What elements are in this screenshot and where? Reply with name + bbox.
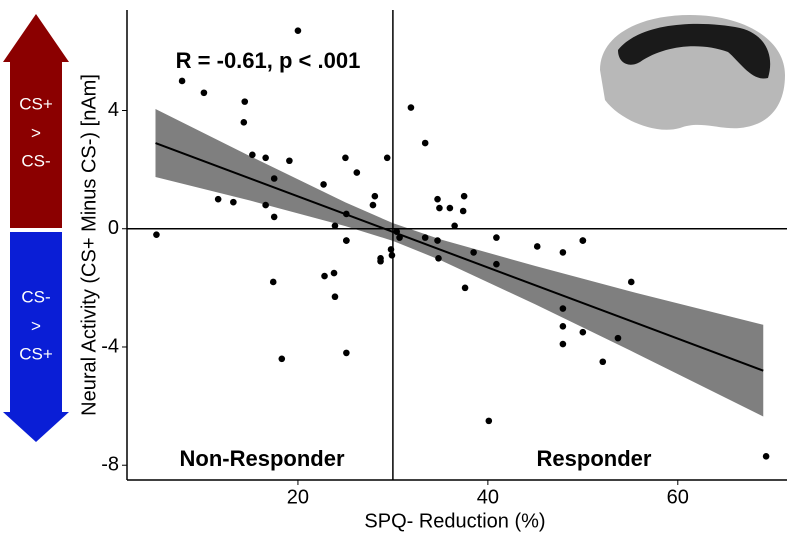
point xyxy=(200,89,208,97)
point xyxy=(393,228,400,235)
point xyxy=(269,278,277,286)
y-tick-label: 4 xyxy=(108,99,119,121)
arrow-head xyxy=(3,14,69,62)
point xyxy=(762,453,770,460)
arrow-head xyxy=(3,412,69,442)
point xyxy=(241,98,249,105)
y-tick-label: -4 xyxy=(101,335,119,357)
point xyxy=(579,328,587,336)
point xyxy=(388,252,396,259)
annotation: R = -0.61, p < .001 xyxy=(176,48,361,73)
point xyxy=(485,417,493,425)
point xyxy=(435,255,442,262)
point xyxy=(383,154,391,162)
arrow-down xyxy=(3,232,69,442)
x-tick-label: 60 xyxy=(667,486,689,508)
point xyxy=(240,119,248,126)
arrow-label: CS+ xyxy=(19,344,53,363)
point xyxy=(599,358,607,366)
arrow-label: CS- xyxy=(21,151,50,170)
plot-area: 20 40 60 -8 -4 0 4 xyxy=(101,10,787,508)
point xyxy=(387,246,395,253)
point xyxy=(214,195,222,203)
point xyxy=(331,293,339,301)
point xyxy=(270,175,278,182)
point xyxy=(493,260,500,268)
point xyxy=(470,249,477,256)
point xyxy=(330,269,338,277)
point xyxy=(294,27,302,34)
point xyxy=(249,151,256,159)
point xyxy=(396,234,403,241)
x-tick-label: 40 xyxy=(477,486,499,508)
point xyxy=(446,204,454,212)
arrow-label: > xyxy=(31,123,41,142)
point xyxy=(434,195,441,203)
point xyxy=(559,340,567,348)
point xyxy=(371,192,379,200)
confidence-band xyxy=(155,109,764,417)
brain-region xyxy=(618,23,771,79)
point xyxy=(559,305,567,312)
point xyxy=(343,349,350,357)
point xyxy=(320,181,327,188)
y-tick-label: 0 xyxy=(108,217,119,239)
point xyxy=(460,192,468,200)
point xyxy=(369,201,377,209)
x-tick-label: 20 xyxy=(287,486,309,508)
point xyxy=(262,154,269,162)
region-label: Responder xyxy=(537,446,652,471)
point xyxy=(533,243,541,250)
point xyxy=(407,104,415,111)
arrow-up xyxy=(3,14,69,228)
point xyxy=(627,278,635,286)
point xyxy=(493,234,500,241)
arrow-label: CS- xyxy=(21,287,50,306)
point xyxy=(614,334,622,342)
brain-image xyxy=(600,15,785,130)
regression-line xyxy=(155,142,764,372)
x-axis-label: SPQ- Reduction (%) xyxy=(364,510,545,532)
point xyxy=(353,169,361,176)
point xyxy=(559,322,567,330)
point xyxy=(421,139,429,147)
point xyxy=(153,231,160,238)
point xyxy=(451,222,458,230)
arrow-label: > xyxy=(31,316,41,335)
y-tick-label: -8 xyxy=(101,454,119,476)
point xyxy=(436,204,443,212)
point xyxy=(342,154,349,162)
point xyxy=(461,284,469,292)
region-label: Non-Responder xyxy=(180,446,345,471)
y-axis-label: Neural Activity (CS+ Minus CS-) [nAm] xyxy=(78,74,100,416)
point xyxy=(270,213,278,221)
point xyxy=(321,272,328,280)
point xyxy=(434,237,441,244)
point xyxy=(377,257,384,265)
point xyxy=(343,210,350,218)
point xyxy=(286,157,293,165)
point xyxy=(262,201,269,209)
point xyxy=(278,355,286,363)
point xyxy=(178,77,186,85)
point xyxy=(559,249,567,256)
point xyxy=(331,222,339,230)
arrow-body xyxy=(10,232,62,412)
arrow-body xyxy=(10,62,62,228)
arrow-label: CS+ xyxy=(19,94,53,113)
point xyxy=(421,234,429,241)
point xyxy=(459,207,467,215)
point xyxy=(230,198,237,206)
point xyxy=(343,237,350,244)
point xyxy=(579,237,587,244)
